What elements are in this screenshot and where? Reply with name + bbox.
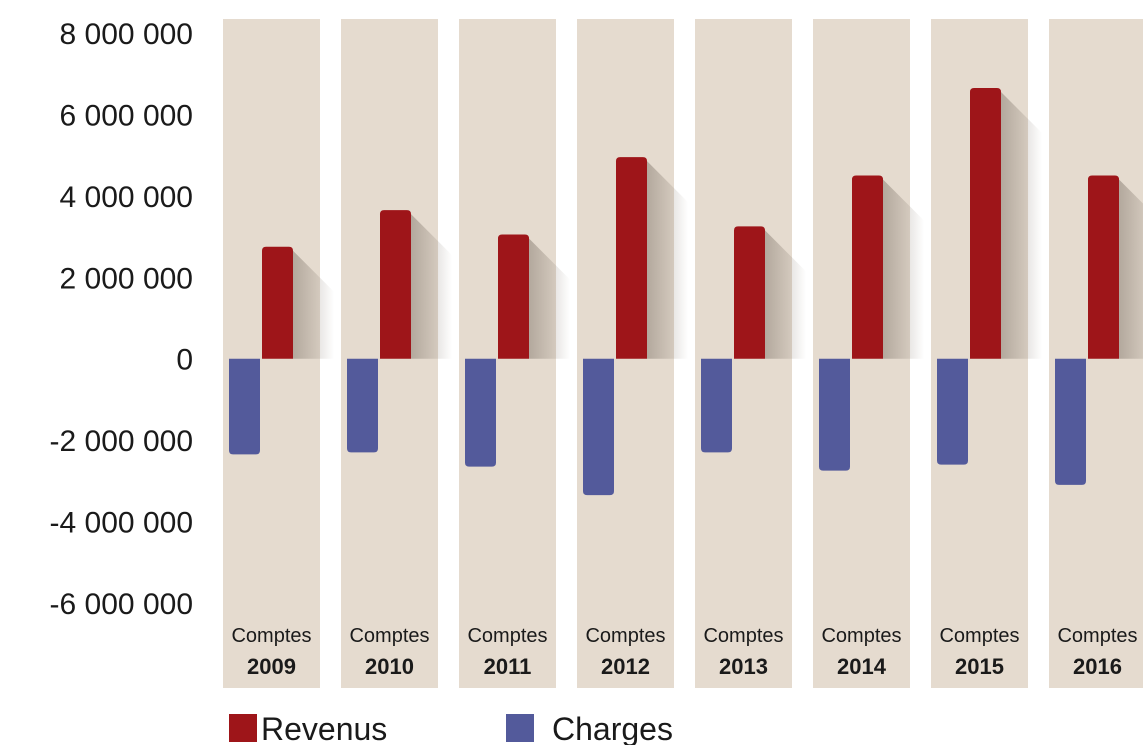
- x-tick-label-year: 2013: [719, 654, 768, 679]
- bar-revenus-2011: [498, 234, 529, 359]
- x-tick-label-year: 2011: [484, 654, 532, 679]
- bar-shadow: [529, 238, 570, 359]
- bar-charges-2014: [819, 358, 850, 471]
- x-tick-label-prefix: Comptes: [349, 625, 429, 647]
- bars: [229, 87, 1119, 496]
- bar-shadows: [293, 91, 1143, 359]
- legend: Revenus Charges: [229, 711, 673, 745]
- x-tick-label-prefix: Comptes: [585, 625, 665, 647]
- x-tick-label-year: 2016: [1073, 654, 1122, 679]
- x-tick-label-prefix: Comptes: [703, 625, 783, 647]
- x-tick-label-year: 2009: [247, 654, 296, 679]
- legend-label-charges: Charges: [552, 711, 673, 745]
- bar-revenus-2014: [852, 175, 883, 359]
- bar-charges-2013: [701, 358, 732, 453]
- y-tick-label: 4 000 000: [60, 181, 193, 214]
- x-tick-label-year: 2010: [365, 654, 414, 679]
- x-tick-label-year: 2012: [601, 654, 650, 679]
- y-tick-label: 0: [176, 344, 193, 377]
- y-tick-label: -6 000 000: [50, 588, 193, 621]
- bar-shadow: [293, 250, 334, 359]
- bar-shadow: [1001, 91, 1042, 359]
- bar-charges-2015: [937, 358, 968, 465]
- y-tick-label: -2 000 000: [50, 425, 193, 458]
- bar-revenus-2012: [616, 157, 647, 359]
- x-tick-label-prefix: Comptes: [821, 625, 901, 647]
- y-tick-label: 8 000 000: [60, 18, 193, 51]
- x-axis-labels: Comptes 2009 Comptes 2010 Comptes 2011 Comptes…: [231, 625, 1137, 679]
- legend-swatch-charges: [506, 714, 534, 742]
- x-tick-label-year: 2014: [837, 654, 887, 679]
- bar-revenus-2015: [970, 87, 1001, 359]
- bar-shadow: [647, 161, 688, 359]
- y-axis: 8 000 000 6 000 000 4 000 000 2 000 000 0 -2 …: [50, 18, 193, 621]
- bar-shadow: [765, 230, 806, 359]
- bar-revenus-2010: [380, 210, 411, 359]
- x-tick-label-year: 2015: [955, 654, 1004, 679]
- bar-revenus-2016: [1088, 175, 1119, 359]
- bar-charges-2009: [229, 358, 260, 455]
- bar-shadow: [883, 179, 924, 359]
- bar-charges-2012: [583, 358, 614, 496]
- legend-swatch-revenus: [229, 714, 257, 742]
- x-tick-label-prefix: Comptes: [467, 625, 547, 647]
- bar-charges-2010: [347, 358, 378, 453]
- bar-shadow: [411, 214, 452, 359]
- bar-charges-2016: [1055, 358, 1086, 485]
- y-tick-label: -4 000 000: [50, 507, 193, 540]
- x-tick-label-prefix: Comptes: [939, 625, 1019, 647]
- y-tick-label: 2 000 000: [60, 262, 193, 295]
- y-tick-label: 6 000 000: [60, 99, 193, 132]
- x-tick-label-prefix: Comptes: [1057, 625, 1137, 647]
- legend-label-revenus: Revenus: [261, 711, 387, 745]
- bar-shadow: [1119, 179, 1143, 359]
- x-tick-label-prefix: Comptes: [231, 625, 311, 647]
- bar-revenus-2009: [262, 246, 293, 359]
- bar-revenus-2013: [734, 226, 765, 359]
- bar-charges-2011: [465, 358, 496, 467]
